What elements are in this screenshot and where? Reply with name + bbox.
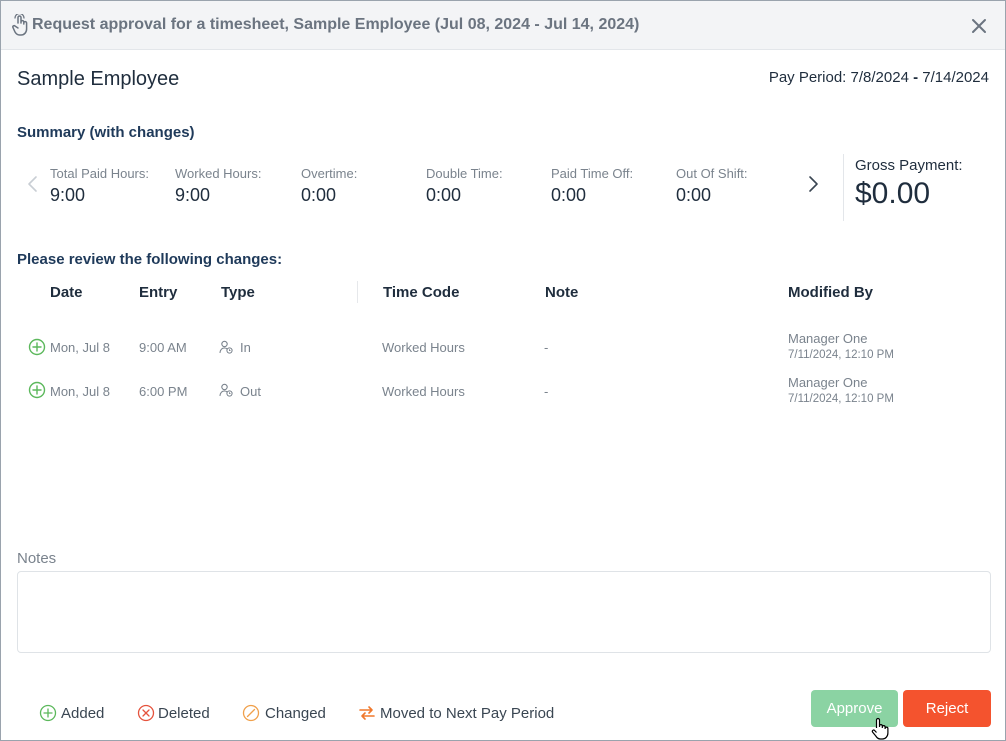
metric-out-of-shift: Out Of Shift: 0:00	[676, 166, 796, 206]
row-entry: 6:00 PM	[139, 384, 188, 399]
metric-value: 9:00	[50, 185, 86, 205]
added-icon	[39, 704, 57, 722]
added-icon	[28, 338, 46, 356]
metric-value: 0:00	[676, 185, 712, 205]
chevron-right-icon[interactable]	[805, 174, 821, 194]
metric-value: 0:00	[551, 185, 587, 205]
column-header-modified-by: Modified By	[788, 284, 873, 301]
legend-added-label: Added	[61, 705, 105, 722]
metric-label: Paid Time Off:	[551, 166, 634, 181]
gross-payment-value: $0.00	[855, 177, 931, 210]
column-header-note: Note	[545, 284, 579, 301]
row-date: Mon, Jul 8	[50, 384, 110, 399]
summary-title: Summary (with changes)	[17, 124, 195, 141]
row-type: Out	[240, 384, 261, 399]
metric-label: Out Of Shift:	[676, 166, 748, 181]
pay-period: Pay Period: 7/8/2024 - 7/14/2024	[769, 69, 989, 86]
pay-period-label: Pay Period:	[768, 69, 847, 86]
metric-value: 0:00	[301, 185, 337, 205]
deleted-icon	[137, 704, 155, 722]
hand-cursor-icon	[871, 717, 889, 740]
row-modified-at: 7/11/2024, 12:10 PM	[788, 349, 894, 361]
row-modified-at: 7/11/2024, 12:10 PM	[788, 393, 894, 405]
user-clock-icon	[219, 340, 233, 354]
legend-added: Added	[39, 704, 109, 722]
metric-label: Worked Hours:	[175, 166, 262, 181]
metric-total-paid-hours: Total Paid Hours: 9:00	[50, 166, 170, 206]
changed-icon	[242, 704, 260, 722]
legend-changed-label: Changed	[265, 705, 326, 722]
table-row: Mon, Jul 8 9:00 AM In Worked Hours - Man…	[1, 329, 1005, 369]
metric-label: Double Time:	[426, 166, 503, 181]
column-header-time-code: Time Code	[383, 284, 460, 301]
chevron-left-icon[interactable]	[25, 174, 41, 194]
row-date: Mon, Jul 8	[50, 340, 110, 355]
pay-period-separator: -	[913, 69, 919, 86]
pay-period-end: 7/14/2024	[922, 69, 989, 86]
legend-deleted: Deleted	[137, 704, 217, 722]
metric-value: 0:00	[426, 185, 462, 205]
row-note: -	[544, 384, 549, 399]
hand-pointer-icon	[12, 14, 28, 36]
user-clock-icon	[219, 383, 233, 397]
row-time-code: Worked Hours	[382, 384, 465, 399]
employee-name: Sample Employee	[17, 68, 180, 90]
row-type: In	[240, 340, 251, 355]
table-row: Mon, Jul 8 6:00 PM Out Worked Hours - Ma…	[1, 373, 1005, 413]
metric-label: Total Paid Hours:	[50, 166, 149, 181]
row-entry: 9:00 AM	[139, 340, 187, 355]
row-note: -	[544, 340, 549, 355]
row-time-code: Worked Hours	[382, 340, 465, 355]
row-modified-by: Manager One	[788, 375, 868, 390]
dialog-titlebar: Request approval for a timesheet, Sample…	[1, 1, 1005, 50]
row-modified-by: Manager One	[788, 331, 868, 346]
notes-input[interactable]	[17, 571, 991, 653]
metric-paid-time-off: Paid Time Off: 0:00	[551, 166, 671, 206]
legend-moved-label: Moved to Next Pay Period	[380, 705, 555, 722]
metric-label: Overtime:	[301, 166, 358, 181]
summary-divider	[843, 154, 844, 221]
column-header-type: Type	[221, 284, 255, 301]
metric-overtime: Overtime: 0:00	[301, 166, 421, 206]
approve-button[interactable]: Approve	[811, 690, 898, 727]
legend-changed: Changed	[242, 704, 332, 722]
column-separator	[357, 281, 358, 303]
reject-button[interactable]: Reject	[903, 690, 991, 727]
review-title: Please review the following changes:	[17, 251, 283, 268]
dialog-title: Request approval for a timesheet, Sample…	[32, 16, 640, 33]
swap-arrows-icon	[359, 706, 375, 720]
legend-deleted-label: Deleted	[158, 705, 210, 722]
notes-label: Notes	[17, 550, 57, 567]
added-icon	[28, 381, 46, 399]
metric-double-time: Double Time: 0:00	[426, 166, 546, 206]
pay-period-start: 7/8/2024	[850, 69, 909, 86]
gross-payment-label: Gross Payment:	[855, 157, 963, 174]
metric-worked-hours: Worked Hours: 9:00	[175, 166, 295, 206]
legend-moved: Moved to Next Pay Period	[358, 704, 563, 722]
column-header-entry: Entry	[139, 284, 178, 301]
column-header-date: Date	[50, 284, 83, 301]
metric-value: 9:00	[175, 185, 211, 205]
close-icon[interactable]	[969, 16, 989, 36]
